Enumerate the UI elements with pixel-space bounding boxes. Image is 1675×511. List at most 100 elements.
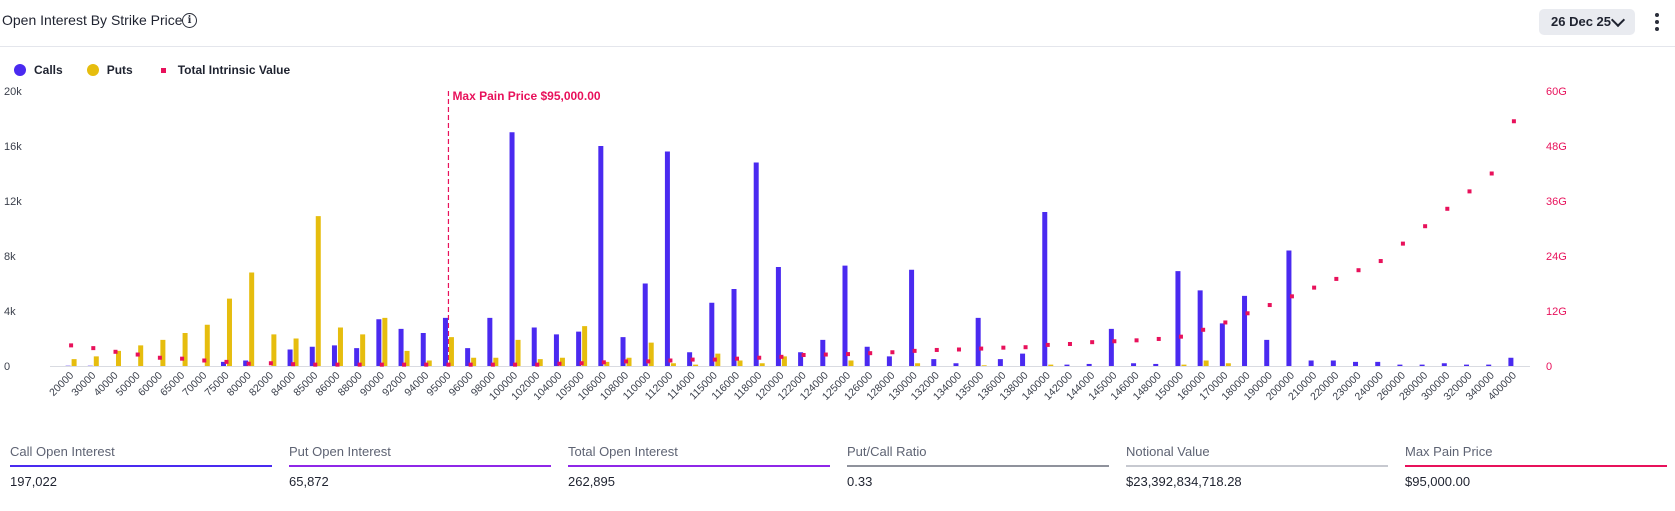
call-bar — [1242, 295, 1248, 366]
intrinsic-value-point — [1156, 336, 1161, 341]
chart-title: Open Interest By Strike Price — [2, 12, 183, 28]
call-bar — [398, 328, 404, 366]
y2-tick-label: 36G — [1546, 196, 1567, 208]
call-bar — [576, 331, 582, 366]
call-bar — [798, 352, 804, 366]
more-options-icon[interactable] — [1650, 12, 1664, 32]
call-bar — [1508, 357, 1514, 366]
call-bar — [842, 265, 848, 366]
intrinsic-value-point — [91, 346, 96, 351]
call-bar — [531, 327, 537, 366]
put-bar — [781, 356, 787, 366]
stat-total-oi: Total Open Interest 262,895 — [568, 444, 830, 489]
intrinsic-value-point — [202, 358, 207, 363]
call-bar — [1086, 363, 1092, 366]
call-bar — [820, 339, 826, 366]
call-bar — [376, 319, 382, 366]
expiry-date-select[interactable]: 26 Dec 25 — [1539, 9, 1635, 35]
put-bar — [293, 338, 299, 366]
stat-underline — [1405, 465, 1667, 467]
put-bar — [1225, 363, 1231, 366]
y2-tick-label: 0 — [1546, 361, 1552, 373]
call-bar — [509, 132, 515, 366]
y2-tick-label: 60G — [1546, 86, 1567, 98]
x-tick-label: 90000 — [358, 370, 387, 399]
put-bar — [71, 359, 77, 366]
put-bar — [1048, 364, 1054, 366]
intrinsic-value-point — [1511, 119, 1516, 124]
stat-put-oi: Put Open Interest 65,872 — [289, 444, 551, 489]
call-bar — [1108, 328, 1114, 366]
put-bar — [515, 339, 521, 366]
intrinsic-value-point — [557, 361, 562, 366]
intrinsic-value-point — [1223, 320, 1228, 325]
stat-value: 0.33 — [847, 474, 873, 489]
legend-item-calls[interactable]: Calls — [14, 63, 63, 77]
call-bar — [553, 334, 559, 366]
intrinsic-value-point — [1112, 339, 1117, 344]
y-tick-label: 20k — [4, 86, 22, 98]
call-bar — [1330, 360, 1336, 366]
x-tick-label: 70000 — [180, 370, 209, 399]
stat-value: 262,895 — [568, 474, 615, 489]
put-bar — [382, 317, 388, 366]
intrinsic-value-point — [490, 362, 495, 367]
y2-tick-label: 48G — [1546, 141, 1567, 153]
call-bar — [1353, 361, 1359, 366]
call-bar — [1131, 363, 1137, 366]
call-bar — [1441, 363, 1447, 366]
put-bar — [160, 339, 166, 366]
stat-underline — [568, 465, 830, 467]
intrinsic-value-point — [890, 350, 895, 355]
put-bar — [559, 357, 565, 366]
call-bar — [1464, 364, 1470, 366]
call-bar — [487, 317, 493, 366]
stat-value: 65,872 — [289, 474, 329, 489]
intrinsic-value-point — [535, 362, 540, 367]
call-bar — [931, 359, 937, 366]
intrinsic-value-point — [956, 347, 961, 352]
put-bar — [670, 363, 676, 366]
call-bar — [287, 349, 293, 366]
stat-label: Max Pain Price — [1405, 444, 1493, 459]
stat-notional-value: Notional Value $23,392,834,718.28 — [1126, 444, 1388, 489]
intrinsic-value-point — [468, 362, 473, 367]
call-bar — [753, 162, 759, 366]
intrinsic-value-point — [601, 360, 606, 365]
intrinsic-value-point — [1067, 342, 1072, 346]
put-bar — [226, 298, 232, 366]
call-bar — [1375, 361, 1381, 366]
info-icon[interactable]: i — [182, 13, 197, 28]
intrinsic-value-point — [1334, 276, 1339, 281]
call-bar — [442, 317, 448, 366]
call-bar — [354, 348, 360, 366]
intrinsic-value-point — [735, 356, 740, 361]
call-bar — [243, 360, 249, 366]
intrinsic-value-point — [135, 352, 140, 357]
intrinsic-value-point — [1245, 311, 1250, 316]
intrinsic-value-point — [1023, 345, 1028, 350]
legend-item-intrinsic[interactable]: Total Intrinsic Value — [157, 63, 290, 77]
call-bar — [598, 146, 604, 366]
call-bar — [1486, 364, 1492, 366]
x-tick-label: 60000 — [136, 370, 165, 399]
call-bar — [709, 302, 715, 366]
chevron-down-icon — [1610, 12, 1626, 28]
put-bar — [759, 363, 765, 366]
put-bar — [648, 342, 654, 366]
call-bar — [687, 352, 693, 366]
call-bar — [864, 346, 870, 366]
put-bar — [981, 365, 987, 366]
call-bar — [731, 289, 737, 366]
intrinsic-value-point — [113, 349, 118, 354]
call-bar — [1397, 364, 1403, 366]
intrinsic-value-point — [1312, 285, 1317, 290]
intrinsic-value-point — [690, 357, 695, 362]
intrinsic-value-point — [424, 362, 429, 367]
legend-item-puts[interactable]: Puts — [86, 63, 133, 77]
intrinsic-value-point — [1045, 342, 1050, 347]
intrinsic-value-point — [246, 361, 251, 366]
call-bar — [620, 337, 626, 366]
call-bar — [642, 283, 648, 366]
put-bar — [915, 363, 921, 366]
